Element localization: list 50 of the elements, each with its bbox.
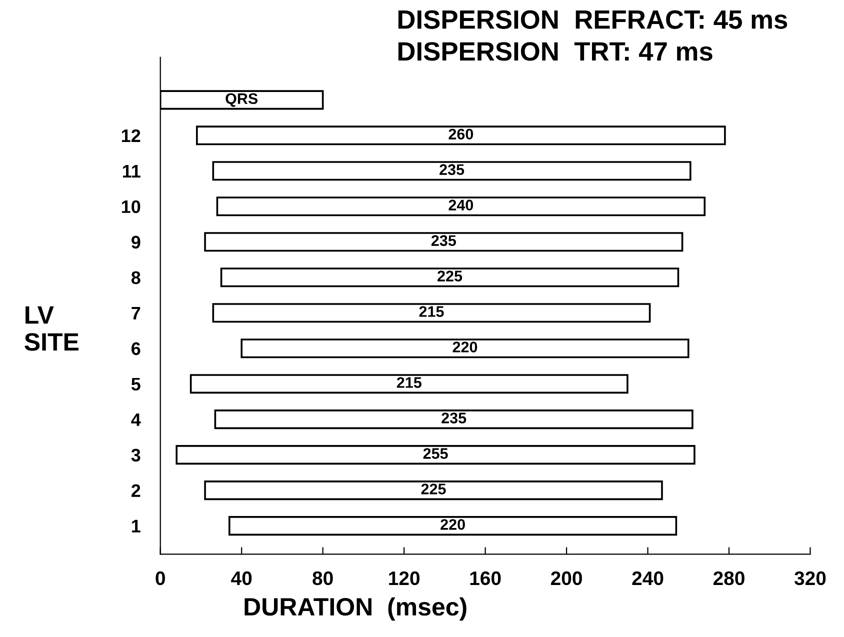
bar bbox=[214, 410, 694, 430]
data-label: QRS bbox=[226, 93, 258, 107]
data-label: 215 bbox=[396, 377, 422, 388]
y-axis-title: LV SITE bbox=[24, 306, 78, 351]
x-tick-label: 80 bbox=[312, 571, 333, 586]
x-tick-label: 240 bbox=[632, 571, 664, 586]
bar bbox=[196, 126, 726, 146]
y-tick-label: 3 bbox=[131, 448, 140, 462]
annotation: DISPERSION TRT: 47 ms bbox=[398, 42, 712, 61]
data-label: 235 bbox=[442, 412, 466, 424]
y-tick-label: 5 bbox=[131, 378, 140, 391]
data-label: 235 bbox=[440, 164, 464, 176]
x-tick-label: 0 bbox=[156, 571, 165, 586]
y-tick-label: 6 bbox=[132, 342, 140, 356]
x-tick-label: 280 bbox=[713, 571, 744, 586]
y-tick-label: 1 bbox=[132, 520, 140, 532]
data-label: 255 bbox=[423, 448, 448, 459]
bar bbox=[204, 480, 663, 500]
data-label: 240 bbox=[448, 200, 474, 210]
y-tick-label: 2 bbox=[132, 484, 140, 497]
bar bbox=[212, 303, 651, 323]
y-tick-label: 11 bbox=[122, 165, 140, 178]
bar bbox=[176, 445, 696, 465]
x-tick-label: 40 bbox=[231, 571, 252, 586]
y-tick-label: 7 bbox=[132, 306, 140, 320]
y-tick-label: 12 bbox=[122, 129, 140, 142]
bar bbox=[190, 374, 628, 394]
bar bbox=[240, 338, 690, 358]
data-label: 215 bbox=[419, 306, 444, 317]
x-tick-label: 120 bbox=[389, 571, 420, 586]
data-label: 220 bbox=[440, 519, 465, 530]
y-tick-label: 4 bbox=[131, 413, 141, 426]
bar bbox=[204, 232, 684, 252]
y-tick-label: 8 bbox=[131, 271, 140, 284]
data-label: 220 bbox=[452, 342, 478, 352]
data-label: 225 bbox=[438, 270, 462, 282]
text: DISPERSION REFRACT: 45 ms bbox=[398, 10, 788, 29]
y-tick-label: 10 bbox=[122, 200, 140, 214]
data-label: 225 bbox=[421, 484, 446, 494]
x-tick-label: 320 bbox=[794, 571, 826, 586]
bar bbox=[216, 196, 706, 216]
data-label: 235 bbox=[431, 235, 456, 246]
data-label: 260 bbox=[448, 128, 474, 140]
x-axis-title: DURATION (msec) bbox=[244, 597, 466, 621]
bar bbox=[212, 161, 692, 181]
x-tick-label: 160 bbox=[470, 571, 501, 586]
bar bbox=[220, 268, 680, 288]
bar bbox=[228, 516, 678, 536]
x-tick-label: 200 bbox=[550, 571, 582, 586]
y-tick-label: 9 bbox=[132, 236, 140, 249]
